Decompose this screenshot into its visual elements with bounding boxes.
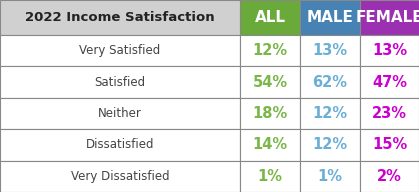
Text: MALE: MALE [307, 10, 354, 25]
Text: 54%: 54% [252, 75, 287, 90]
Bar [0, 0, 240, 35]
Text: 2022 Income Satisfaction: 2022 Income Satisfaction [25, 11, 215, 24]
Bar [0, 35, 240, 66]
Bar [0, 66, 240, 98]
Bar [240, 66, 300, 98]
Text: 14%: 14% [252, 137, 287, 152]
Bar [360, 129, 419, 161]
Text: Satisfied: Satisfied [94, 76, 145, 89]
Text: Very Dissatisfied: Very Dissatisfied [71, 170, 169, 183]
Bar [300, 129, 360, 161]
Text: 18%: 18% [252, 106, 287, 121]
Bar [360, 98, 419, 129]
Text: 13%: 13% [372, 43, 407, 58]
Text: Very Satisfied: Very Satisfied [79, 44, 160, 57]
Bar [360, 0, 419, 35]
Bar [300, 35, 360, 66]
Bar [300, 98, 360, 129]
Text: 12%: 12% [252, 43, 287, 58]
Text: 23%: 23% [372, 106, 407, 121]
Text: FEMALE: FEMALE [356, 10, 419, 25]
Bar [240, 129, 300, 161]
Bar [300, 66, 360, 98]
Bar [240, 98, 300, 129]
Bar [360, 35, 419, 66]
Bar [360, 66, 419, 98]
Bar [0, 161, 240, 192]
Text: 62%: 62% [313, 75, 347, 90]
Text: 1%: 1% [318, 169, 342, 184]
Bar [240, 0, 300, 35]
Bar [240, 161, 300, 192]
Text: 2%: 2% [377, 169, 402, 184]
Text: 47%: 47% [372, 75, 407, 90]
Bar [0, 129, 240, 161]
Bar [0, 98, 240, 129]
Bar [240, 35, 300, 66]
Bar [300, 0, 360, 35]
Text: 15%: 15% [372, 137, 407, 152]
Text: 12%: 12% [313, 106, 348, 121]
Text: 12%: 12% [313, 137, 348, 152]
Text: ALL: ALL [254, 10, 285, 25]
Bar [360, 161, 419, 192]
Text: 1%: 1% [258, 169, 282, 184]
Bar [300, 161, 360, 192]
Text: Neither: Neither [98, 107, 142, 120]
Text: Dissatisfied: Dissatisfied [86, 138, 154, 151]
Text: 13%: 13% [313, 43, 348, 58]
